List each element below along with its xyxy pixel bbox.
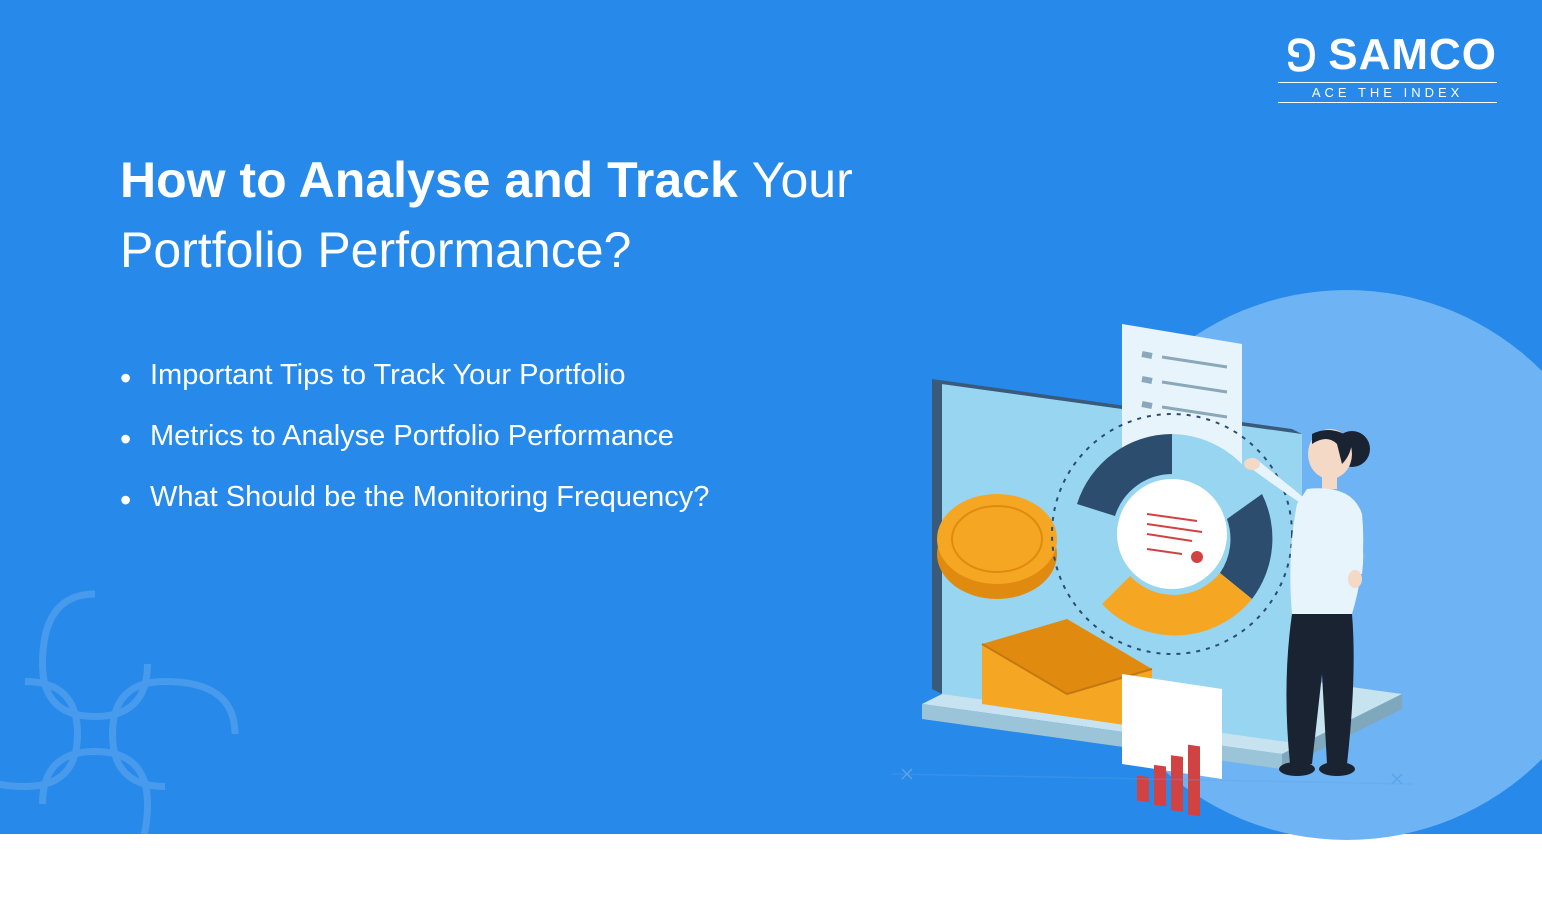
bullet-item: Important Tips to Track Your Portfolio [120, 345, 853, 406]
bullet-item: What Should be the Monitoring Frequency? [120, 467, 853, 528]
logo: SAMCO ACE THE INDEX [1278, 30, 1497, 103]
coin-icon [937, 494, 1057, 599]
infographic-container: SAMCO ACE THE INDEX How to Analyse and T… [0, 0, 1542, 834]
bullet-item: Metrics to Analyse Portfolio Performance [120, 406, 853, 467]
logo-brand-text: SAMCO [1328, 30, 1497, 80]
title-light-part1: Your [752, 152, 853, 208]
watermark-swoosh [0, 559, 270, 914]
main-title: How to Analyse and Track Your Portfolio … [120, 145, 853, 285]
bullet-list: Important Tips to Track Your Portfolio M… [120, 345, 853, 528]
logo-tagline: ACE THE INDEX [1278, 82, 1497, 103]
title-bold-part: How to Analyse and Track [120, 152, 738, 208]
bar-chart-icon [1122, 674, 1222, 816]
title-light-part2: Portfolio Performance? [120, 222, 631, 278]
text-content: How to Analyse and Track Your Portfolio … [120, 145, 853, 528]
logo-swoosh-icon [1278, 34, 1320, 76]
illustration [842, 274, 1442, 824]
logo-main: SAMCO [1278, 30, 1497, 80]
